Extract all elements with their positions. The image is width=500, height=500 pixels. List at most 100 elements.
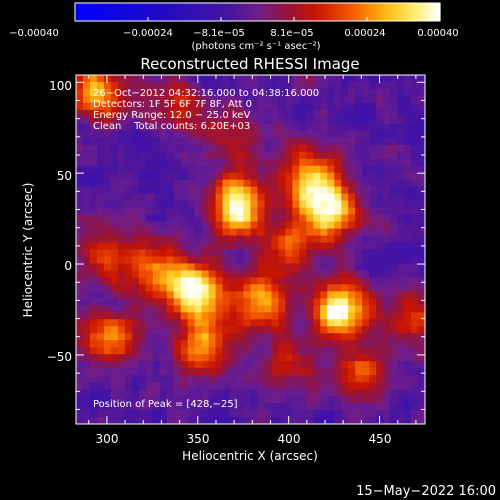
heatmap-cell [201,410,210,418]
heatmap-cell [82,382,91,390]
heatmap-cell [145,354,154,362]
heatmap-cell [327,347,335,355]
heatmap-cell [145,305,154,313]
heatmap-cell [390,277,398,285]
heatmap-cell [348,172,356,181]
heatmap-cell [236,151,245,160]
heatmap-cell [278,193,286,202]
heatmap-cell [208,256,217,264]
heatmap-cell [180,207,189,216]
heatmap-cell [271,172,279,181]
heatmap-cell [236,228,245,237]
heatmap-cell [152,165,161,174]
heatmap-cell [82,109,91,118]
heatmap-cell [341,137,349,146]
heatmap-cell [110,172,119,181]
heatmap-cell [383,284,391,292]
heatmap-cell [236,361,245,369]
heatmap-cell [299,158,307,167]
heatmap-cell [194,410,203,418]
heatmap-cell [180,137,189,146]
heatmap-cell [250,200,258,209]
heatmap-cell [271,186,279,195]
heatmap-cell [320,228,328,237]
y-tick-label: 50 [57,169,72,183]
heatmap-cell [159,361,168,369]
heatmap-cell [334,249,342,257]
heatmap-cell [222,151,231,160]
heatmap-cell [250,207,258,216]
heatmap-cell [76,116,84,125]
heatmap-cell [229,193,238,202]
heatmap-cell [117,95,126,104]
heatmap-cell [194,354,203,362]
heatmap-cell [257,88,265,97]
heatmap-cell [320,375,328,383]
heatmap-cell [418,75,426,83]
heatmap-cell [306,186,314,195]
heatmap-cell [222,382,231,390]
heatmap-cell [299,270,307,278]
heatmap-cell [278,389,286,397]
heatmap-cell [313,95,321,104]
heatmap-cell [243,88,251,97]
heatmap-cell [271,214,279,223]
heatmap-cell [271,396,279,404]
heatmap-cell [320,172,328,181]
heatmap-cell [124,186,133,195]
heatmap-cell [187,158,196,167]
heatmap-cell [131,256,140,264]
heatmap-cell [418,179,426,188]
heatmap-cell [306,221,314,230]
heatmap-cell [82,200,91,209]
heatmap-cell [278,403,286,411]
heatmap-cell [138,75,147,83]
heatmap-cell [124,284,133,292]
heatmap-cell [341,361,349,369]
heatmap-cell [362,95,370,104]
heatmap-cell [145,242,154,250]
heatmap-cell [341,123,349,132]
heatmap-cell [229,347,238,355]
heatmap-cell [250,165,258,174]
heatmap-cell [96,151,105,160]
heatmap-cell [194,249,203,257]
heatmap-cell [250,81,258,90]
heatmap-cell [313,137,321,146]
heatmap-cell [229,242,238,250]
heatmap-cell [173,298,182,306]
heatmap-cell [110,144,119,153]
colorbar-tick-label: −0.00024 [123,28,173,39]
heatmap-cell [264,81,272,90]
heatmap-cell [243,368,251,376]
heatmap-cell [404,172,412,181]
heatmap-cell [243,333,251,341]
heatmap-cell [390,340,398,348]
heatmap-cell [131,326,140,334]
heatmap-cell [180,361,189,369]
heatmap-cell [82,305,91,313]
heatmap-cell [110,333,119,341]
heatmap-cell [285,375,293,383]
heatmap-cell [229,389,238,397]
heatmap-cell [334,221,342,230]
heatmap-cell [341,298,349,306]
heatmap-cell [397,368,405,376]
heatmap-cell [117,102,126,111]
heatmap-cell [229,207,238,216]
heatmap-cell [152,130,161,139]
heatmap-cell [96,256,105,264]
heatmap-cell [124,179,133,188]
heatmap-cell [411,221,419,230]
heatmap-cell [278,319,286,327]
heatmap-cell [243,382,251,390]
heatmap-cell [166,88,175,97]
heatmap-cell [376,410,384,418]
heatmap-cell [397,144,405,153]
heatmap-cell [110,235,119,244]
heatmap-cell [187,81,196,90]
heatmap-cell [131,172,140,181]
heatmap-cell [404,75,412,83]
heatmap-cell [376,137,384,146]
heatmap-cell [138,277,147,285]
